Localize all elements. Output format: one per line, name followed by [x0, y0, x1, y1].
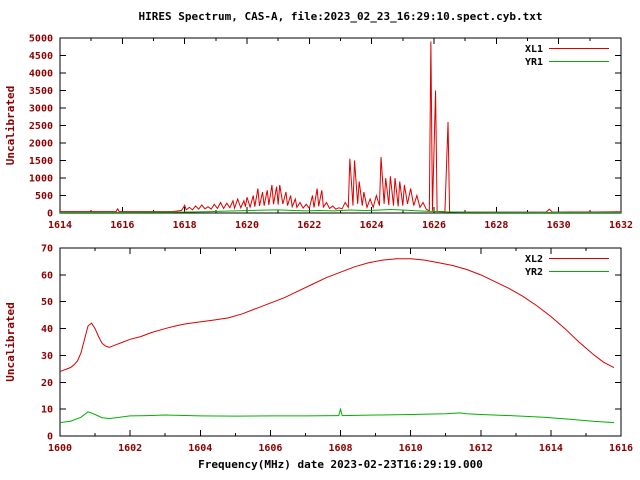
- x-tick-label: 1622: [297, 220, 321, 231]
- y-tick-label: 4000: [29, 69, 53, 80]
- series-YR1: [60, 208, 621, 213]
- legend-label-YR2: YR2: [525, 267, 543, 278]
- y-tick-label: 1500: [29, 156, 53, 167]
- x-tick-label: 1600: [48, 443, 72, 454]
- x-tick-label: 1630: [547, 220, 571, 231]
- y-tick-label: 1000: [29, 174, 53, 185]
- x-tick-label: 1614: [48, 220, 72, 231]
- x-tick-label: 1628: [484, 220, 508, 231]
- x-tick-label: 1616: [609, 443, 633, 454]
- series-YR2: [60, 407, 615, 424]
- tick-labels: 1600 1602 1604 1606 1608 1610 1612 1614 1616 0 10 2…: [41, 244, 633, 455]
- x-tick-label: 1610: [399, 443, 423, 454]
- x-tick-label: 1608: [328, 443, 352, 454]
- series-XL2: [60, 258, 615, 373]
- y-axis-title: Uncalibrated: [4, 86, 17, 165]
- y-tick-label: 500: [35, 191, 53, 202]
- x-axis-label: Frequency(MHz) date 2023-02-23T16:29:19.…: [198, 458, 483, 471]
- x-tick-label: 1624: [360, 220, 384, 231]
- legend-label-XL2: XL2: [525, 254, 543, 265]
- y-tick-label: 2500: [29, 121, 53, 132]
- x-tick-label: 1604: [188, 443, 212, 454]
- y-tick-label: 10: [41, 405, 53, 416]
- x-tick-label: 1612: [469, 443, 493, 454]
- y-tick-label: 60: [41, 270, 53, 281]
- x-tick-label: 1618: [173, 220, 197, 231]
- y-tick-label: 5000: [29, 34, 53, 45]
- legend-label-XL1: XL1: [525, 44, 543, 55]
- x-tick-label: 1616: [110, 220, 134, 231]
- legend-label-YR1: YR1: [525, 57, 543, 68]
- x-tick-label: 1626: [422, 220, 446, 231]
- y-tick-label: 30: [41, 351, 53, 362]
- x-tick-label: 1620: [235, 220, 259, 231]
- plot-border: [59, 247, 622, 437]
- chart-panel-2: 1600 1602 1604 1606 1608 1610 1612 1614 1616 0 10 2…: [4, 244, 633, 455]
- plot-border: [59, 37, 622, 214]
- y-tick-label: 0: [47, 209, 53, 220]
- tick-labels: 1614 1616 1618 1620 1622 1624 1626 1628 1630 1632…: [29, 34, 633, 232]
- y-tick-label: 40: [41, 324, 53, 335]
- x-tick-label: 1602: [118, 443, 142, 454]
- figure-title: HIRES Spectrum, CAS-A, file:2023_02_23_1…: [138, 10, 543, 23]
- x-tick-label: 1632: [609, 220, 633, 231]
- y-tick-label: 2000: [29, 139, 53, 150]
- y-axis-title: Uncalibrated: [4, 302, 17, 381]
- y-tick-label: 20: [41, 378, 53, 389]
- y-tick-label: 4500: [29, 51, 53, 62]
- chart-panel-1: 1614 1616 1618 1620 1622 1624 1626 1628 1630 1632…: [4, 34, 633, 232]
- y-tick-label: 0: [47, 432, 53, 443]
- x-tick-label: 1606: [258, 443, 282, 454]
- y-tick-label: 70: [41, 244, 53, 255]
- y-tick-label: 3500: [29, 86, 53, 97]
- y-tick-label: 50: [41, 297, 53, 308]
- series-XL1: [60, 41, 621, 213]
- x-tick-label: 1614: [539, 443, 563, 454]
- y-tick-label: 3000: [29, 104, 53, 115]
